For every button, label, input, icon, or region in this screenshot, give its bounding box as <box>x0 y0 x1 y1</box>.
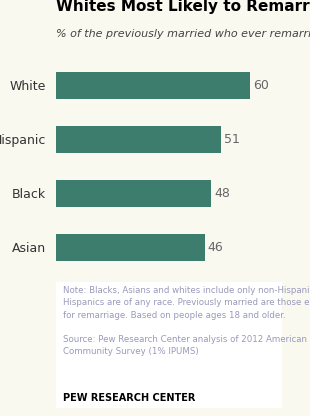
Text: % of the previously married who ever remarried: % of the previously married who ever rem… <box>56 30 310 40</box>
Text: 60: 60 <box>253 79 269 92</box>
Bar <box>56 126 221 153</box>
Bar <box>56 234 205 261</box>
Text: Whites Most Likely to Remarry: Whites Most Likely to Remarry <box>56 0 310 14</box>
Bar <box>56 180 211 207</box>
Text: PEW RESEARCH CENTER: PEW RESEARCH CENTER <box>63 393 195 403</box>
Text: 51: 51 <box>224 133 240 146</box>
Text: 48: 48 <box>214 187 230 200</box>
Text: 46: 46 <box>208 241 224 254</box>
Text: Note: Blacks, Asians and whites include only non-Hispanics.
Hispanics are of any: Note: Blacks, Asians and whites include … <box>63 286 310 319</box>
Bar <box>56 72 250 99</box>
Text: Source: Pew Research Center analysis of 2012 American
Community Survey (1% IPUMS: Source: Pew Research Center analysis of … <box>63 335 307 356</box>
